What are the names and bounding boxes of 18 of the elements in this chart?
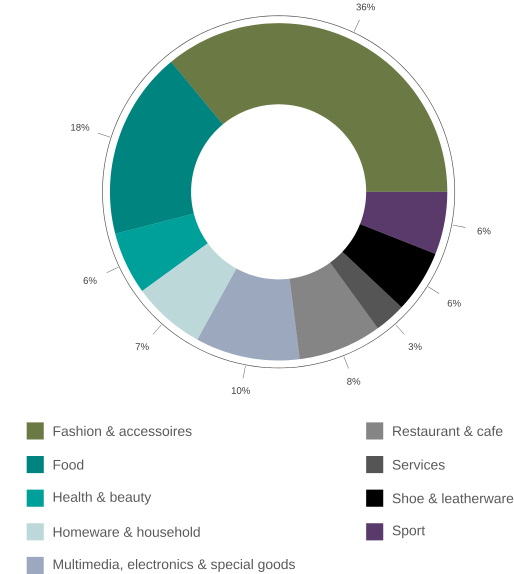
data-label: 36% (356, 4, 375, 10)
data-label: 6% (84, 277, 97, 284)
legend-label: Homeware & household (54, 526, 200, 537)
data-label: 8% (347, 378, 360, 385)
data-label: 6% (448, 300, 461, 307)
legend-label: Food (54, 459, 84, 470)
data-label: 3% (408, 343, 422, 350)
data-label: 18% (71, 124, 90, 131)
legend-label: Shoe & leatherware (392, 493, 514, 504)
legend-label: Services (392, 459, 445, 470)
legend-label: Fashion & accessoires (54, 426, 192, 436)
data-label: 7% (136, 343, 149, 350)
legend-label: Restaurant & cafe (393, 426, 502, 436)
data-label: 10% (232, 387, 250, 394)
legend-label: Health & beauty (54, 492, 152, 505)
data-label: 6% (478, 228, 491, 234)
legend-label: Sport (392, 526, 426, 538)
legend-label: Multimedia, electronics & special goods (54, 558, 296, 572)
